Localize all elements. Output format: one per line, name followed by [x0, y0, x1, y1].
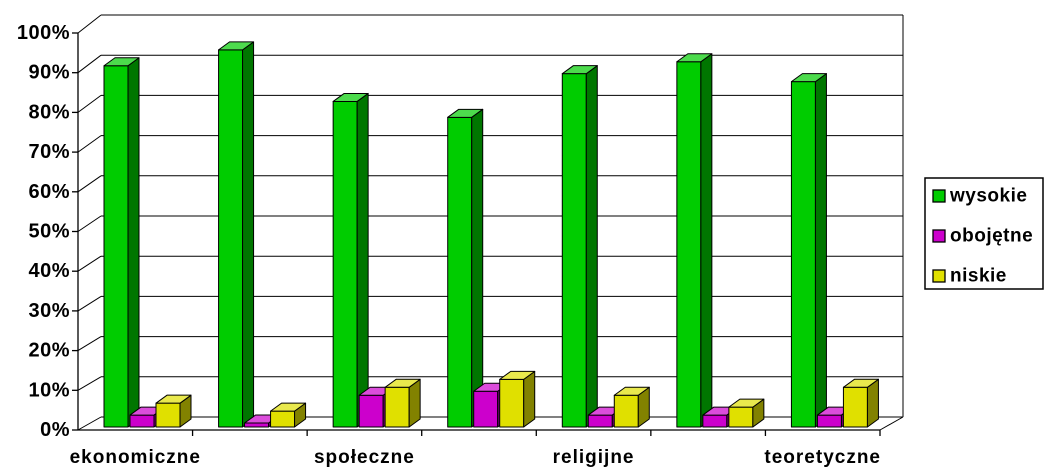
bar-top-face — [499, 370, 536, 380]
bar-top-face — [103, 57, 140, 67]
x-tick-label: ekonomiczne — [70, 447, 201, 468]
bar-front-face — [244, 422, 270, 428]
legend-label: niskie — [950, 266, 1007, 287]
bar-front-face — [473, 390, 499, 428]
bar-niskie-6 — [842, 378, 879, 428]
bar-front-face — [790, 81, 816, 428]
legend-swatch — [932, 269, 946, 283]
bar-top-face — [384, 378, 421, 388]
y-tick-label: 40% — [28, 260, 70, 282]
x-tick-label: społeczne — [314, 447, 415, 468]
legend: wysokie obojętne niskie — [924, 177, 1044, 290]
bar-top-face — [332, 92, 369, 102]
side-wall-gridline — [77, 94, 102, 113]
bar-front-face — [447, 116, 473, 428]
y-tick-label: 30% — [28, 300, 70, 322]
gridlines — [77, 14, 904, 431]
bar-niskie-5 — [728, 398, 765, 428]
bar-side-face — [471, 108, 484, 428]
side-wall-gridline — [77, 135, 102, 153]
bar-side-face — [814, 73, 827, 428]
bar-front-face — [358, 394, 384, 428]
bar-front-face — [561, 73, 587, 428]
bar-front-face — [676, 61, 702, 428]
y-tick-label: 80% — [28, 101, 70, 123]
bar-wysokie-2 — [332, 92, 369, 428]
y-tick-label: 50% — [28, 221, 70, 243]
bar-niskie-2 — [384, 378, 421, 428]
bar-front-face — [218, 49, 244, 428]
bar-top-face — [613, 386, 650, 396]
bar-wysokie-4 — [561, 65, 598, 428]
bar-wysokie-1 — [218, 41, 255, 428]
side-wall-gridline — [77, 54, 102, 74]
bar-niskie-0 — [155, 394, 192, 428]
y-tick-label: 10% — [28, 379, 70, 401]
x-tick-label: religijne — [553, 447, 635, 468]
bar-top-face — [447, 108, 484, 118]
side-wall-gridline — [77, 416, 102, 431]
bar-top-face — [218, 41, 255, 51]
bar-top-face — [842, 378, 879, 388]
legend-swatch — [932, 229, 946, 243]
legend-item: niskie — [932, 266, 1007, 287]
legend-label: obojętne — [950, 226, 1033, 247]
y-tick-label: 70% — [28, 141, 70, 163]
bars — [103, 41, 879, 428]
bar-front-face — [587, 414, 613, 428]
bar-front-face — [129, 414, 155, 428]
bar-wysokie-3 — [447, 108, 484, 428]
bar-front-face — [499, 378, 525, 428]
bar-niskie-1 — [270, 402, 307, 428]
bar-top-face — [155, 394, 192, 404]
legend-item: obojętne — [932, 226, 1033, 247]
bar-side-face — [242, 41, 255, 428]
side-wall-gridline — [77, 215, 102, 232]
bar-front-face — [816, 414, 842, 428]
y-tick-label: 90% — [28, 62, 70, 84]
axes — [72, 32, 904, 436]
bar-niskie-4 — [613, 386, 650, 428]
bar-top-face — [676, 53, 713, 63]
bar-side-face — [700, 53, 713, 428]
axis-labels: 0% 10% 20% 30% 40% 50% 60% 70% 80% 90% 100% ekonomi… — [17, 22, 881, 468]
bar-top-face — [270, 402, 307, 412]
bar-side-face — [523, 370, 536, 428]
bar-side-face — [127, 57, 140, 428]
bar-front-face — [613, 394, 639, 428]
legend-swatch — [932, 189, 946, 203]
side-wall-gridline — [77, 255, 102, 272]
bar-front-face — [332, 100, 358, 428]
bar-front-face — [103, 65, 129, 428]
bar-front-face — [270, 410, 296, 428]
bar-top-face — [790, 73, 827, 83]
bar-front-face — [728, 406, 754, 428]
side-wall-gridline — [77, 14, 102, 34]
y-tick-label: 20% — [28, 340, 70, 362]
bar-front-face — [384, 386, 410, 428]
bar-niskie-3 — [499, 370, 536, 428]
bar-top-face — [728, 398, 765, 408]
side-wall-gridline — [77, 376, 102, 391]
bar-top-face — [561, 65, 598, 75]
y-tick-label: 0% — [40, 419, 70, 441]
x-tick-label: teoretyczne — [764, 447, 881, 468]
legend-item: wysokie — [932, 186, 1027, 207]
side-wall-gridline — [77, 295, 102, 312]
bar-front-face — [702, 414, 728, 428]
legend-label: wysokie — [949, 186, 1027, 207]
bar-side-face — [356, 92, 369, 428]
floor-edge — [879, 416, 904, 431]
bar-front-face — [842, 386, 868, 428]
bar-side-face — [585, 65, 598, 428]
bar-wysokie-6 — [790, 73, 827, 428]
bar-wysokie-5 — [676, 53, 713, 428]
side-wall-gridline — [77, 336, 102, 352]
y-tick-label: 100% — [17, 22, 70, 44]
bar-front-face — [155, 402, 181, 428]
y-tick-label: 60% — [28, 181, 70, 203]
bar-wysokie-0 — [103, 57, 140, 428]
side-wall-gridline — [77, 175, 102, 193]
